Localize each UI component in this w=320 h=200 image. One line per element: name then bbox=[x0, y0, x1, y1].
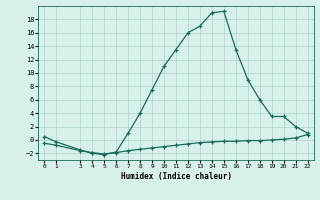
X-axis label: Humidex (Indice chaleur): Humidex (Indice chaleur) bbox=[121, 172, 231, 181]
